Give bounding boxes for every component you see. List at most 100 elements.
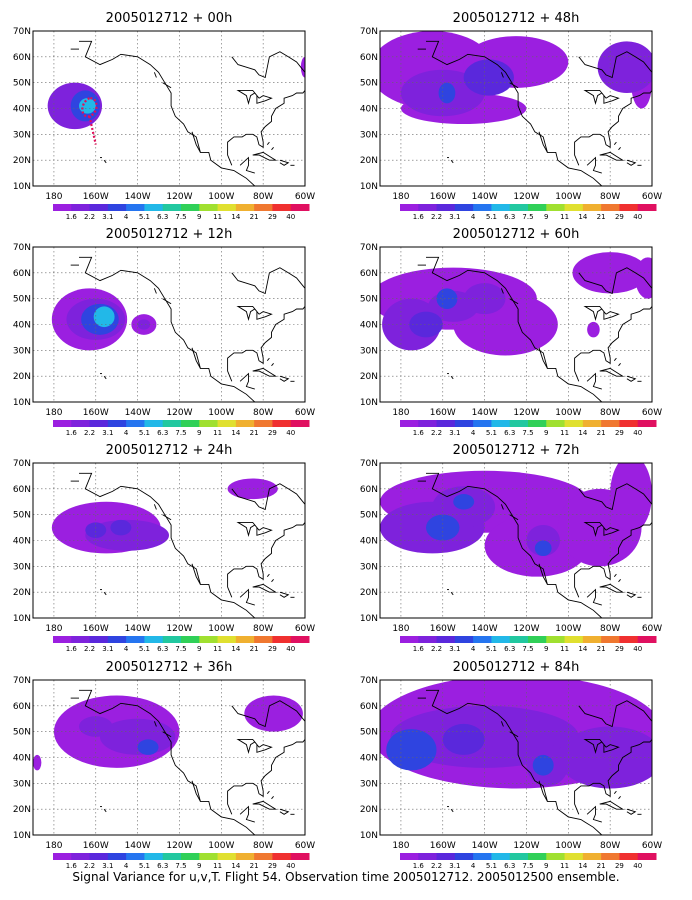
- colorbar-swatch: [418, 420, 438, 427]
- y-tick-label: 30N: [360, 779, 378, 789]
- y-tick-label: 30N: [13, 779, 31, 789]
- colorbar-label: 11: [560, 429, 569, 437]
- x-tick-label: 120W: [513, 841, 539, 851]
- colorbar-label: 29: [615, 862, 624, 870]
- coastline: [227, 739, 305, 815]
- colorbar-label: 2.2: [431, 213, 442, 221]
- colorbar-label: 2.2: [431, 862, 442, 870]
- colorbar-label: 4: [124, 645, 129, 653]
- coastline: [236, 305, 273, 322]
- colorbar-label: 9: [544, 862, 548, 870]
- colorbar-label: 5.1: [139, 645, 150, 653]
- colorbar-label: 5.1: [486, 213, 497, 221]
- y-tick-label: 10N: [360, 182, 378, 192]
- colorbar-label: 11: [560, 862, 569, 870]
- colorbar-swatch: [601, 204, 620, 211]
- coastline: [538, 780, 548, 802]
- colorbar-label: 1.6: [413, 213, 425, 221]
- coastline: [103, 159, 107, 164]
- colorbar-label: 9: [197, 213, 201, 221]
- colorbar-swatch: [418, 636, 438, 643]
- coastline: [426, 256, 604, 402]
- coastline: [266, 573, 270, 577]
- coastline: [252, 800, 278, 810]
- colorbar-swatch: [400, 420, 419, 427]
- x-tick-label: 120W: [513, 408, 539, 418]
- colorbar-swatch: [400, 204, 419, 211]
- x-tick-label: 100W: [208, 841, 234, 851]
- colorbar-swatch: [546, 420, 566, 427]
- y-tick-label: 50N: [13, 295, 31, 305]
- colorbar-label: 3.1: [102, 429, 113, 437]
- coastline: [509, 82, 519, 89]
- colorbar-label: 11: [213, 213, 222, 221]
- coastline: [538, 563, 548, 585]
- colorbar-swatch: [162, 204, 182, 211]
- y-tick-label: 20N: [13, 156, 31, 166]
- y-tick-label: 60N: [360, 53, 378, 63]
- variance-contour: [438, 82, 456, 104]
- colorbar-swatch: [601, 420, 620, 427]
- coastline: [271, 363, 274, 367]
- colorbar-swatch: [144, 636, 164, 643]
- colorbar-label: 4: [471, 429, 476, 437]
- colorbar-swatch: [217, 853, 237, 860]
- colorbar-label: 40: [633, 429, 642, 437]
- colorbar-swatch: [144, 420, 164, 427]
- colorbar-swatch: [637, 636, 657, 643]
- colorbar-label: 7.5: [175, 429, 186, 437]
- coastline: [618, 579, 621, 583]
- colorbar-swatch: [71, 636, 91, 643]
- colorbar-label: 29: [268, 862, 277, 870]
- panel-title: 2005012712 + 84h: [453, 660, 580, 675]
- coastline: [162, 298, 172, 305]
- coastline: [266, 790, 270, 794]
- panel-title: 2005012712 + 24h: [106, 443, 233, 458]
- coastline: [279, 375, 290, 382]
- coastline: [599, 367, 625, 377]
- colorbar-label: 2.2: [84, 429, 95, 437]
- colorbar-label: 6.3: [157, 213, 168, 221]
- map-frame: [32, 30, 306, 187]
- colorbar-label: 21: [250, 213, 259, 221]
- colorbar-swatch: [473, 636, 492, 643]
- panel-title: 2005012712 + 72h: [453, 443, 580, 458]
- colorbar-label: 1.6: [66, 645, 78, 653]
- panel-title: 2005012712 + 60h: [453, 227, 580, 242]
- y-tick-label: 40N: [13, 105, 31, 115]
- y-tick-label: 60N: [360, 702, 378, 712]
- colorbar-label: 7.5: [522, 645, 533, 653]
- y-tick-label: 20N: [360, 588, 378, 598]
- colorbar-label: 21: [250, 862, 259, 870]
- x-tick-label: 120W: [513, 624, 539, 634]
- colorbar-swatch: [564, 204, 584, 211]
- colorbar-label: 21: [597, 862, 606, 870]
- y-tick-label: 30N: [360, 562, 378, 572]
- y-tick-label: 10N: [13, 614, 31, 624]
- y-tick-label: 70N: [360, 676, 378, 686]
- colorbar-label: 1.6: [413, 429, 425, 437]
- coastline: [614, 189, 616, 192]
- colorbar-swatch: [454, 636, 474, 643]
- coastline: [231, 700, 305, 732]
- colorbar-swatch: [71, 853, 91, 860]
- colorbar-label: 3.1: [102, 645, 113, 653]
- colorbar-swatch: [546, 853, 566, 860]
- colorbar-label: 14: [578, 213, 587, 221]
- coastline: [583, 89, 620, 106]
- y-tick-label: 10N: [360, 398, 378, 408]
- colorbar-swatch: [436, 636, 456, 643]
- variance-contour: [85, 522, 107, 538]
- colorbar-label: 29: [268, 429, 277, 437]
- colorbar-swatch: [546, 636, 566, 643]
- coastline: [613, 141, 617, 145]
- coastline: [500, 721, 504, 727]
- x-tick-label: 60W: [642, 841, 662, 851]
- y-tick-label: 50N: [13, 511, 31, 521]
- colorbar-label: 40: [286, 862, 295, 870]
- coastline: [583, 521, 620, 538]
- colorbar-label: 5.1: [139, 213, 150, 221]
- colorbar-swatch: [601, 636, 620, 643]
- colorbar-swatch: [528, 420, 547, 427]
- x-tick-label: 180: [392, 192, 409, 202]
